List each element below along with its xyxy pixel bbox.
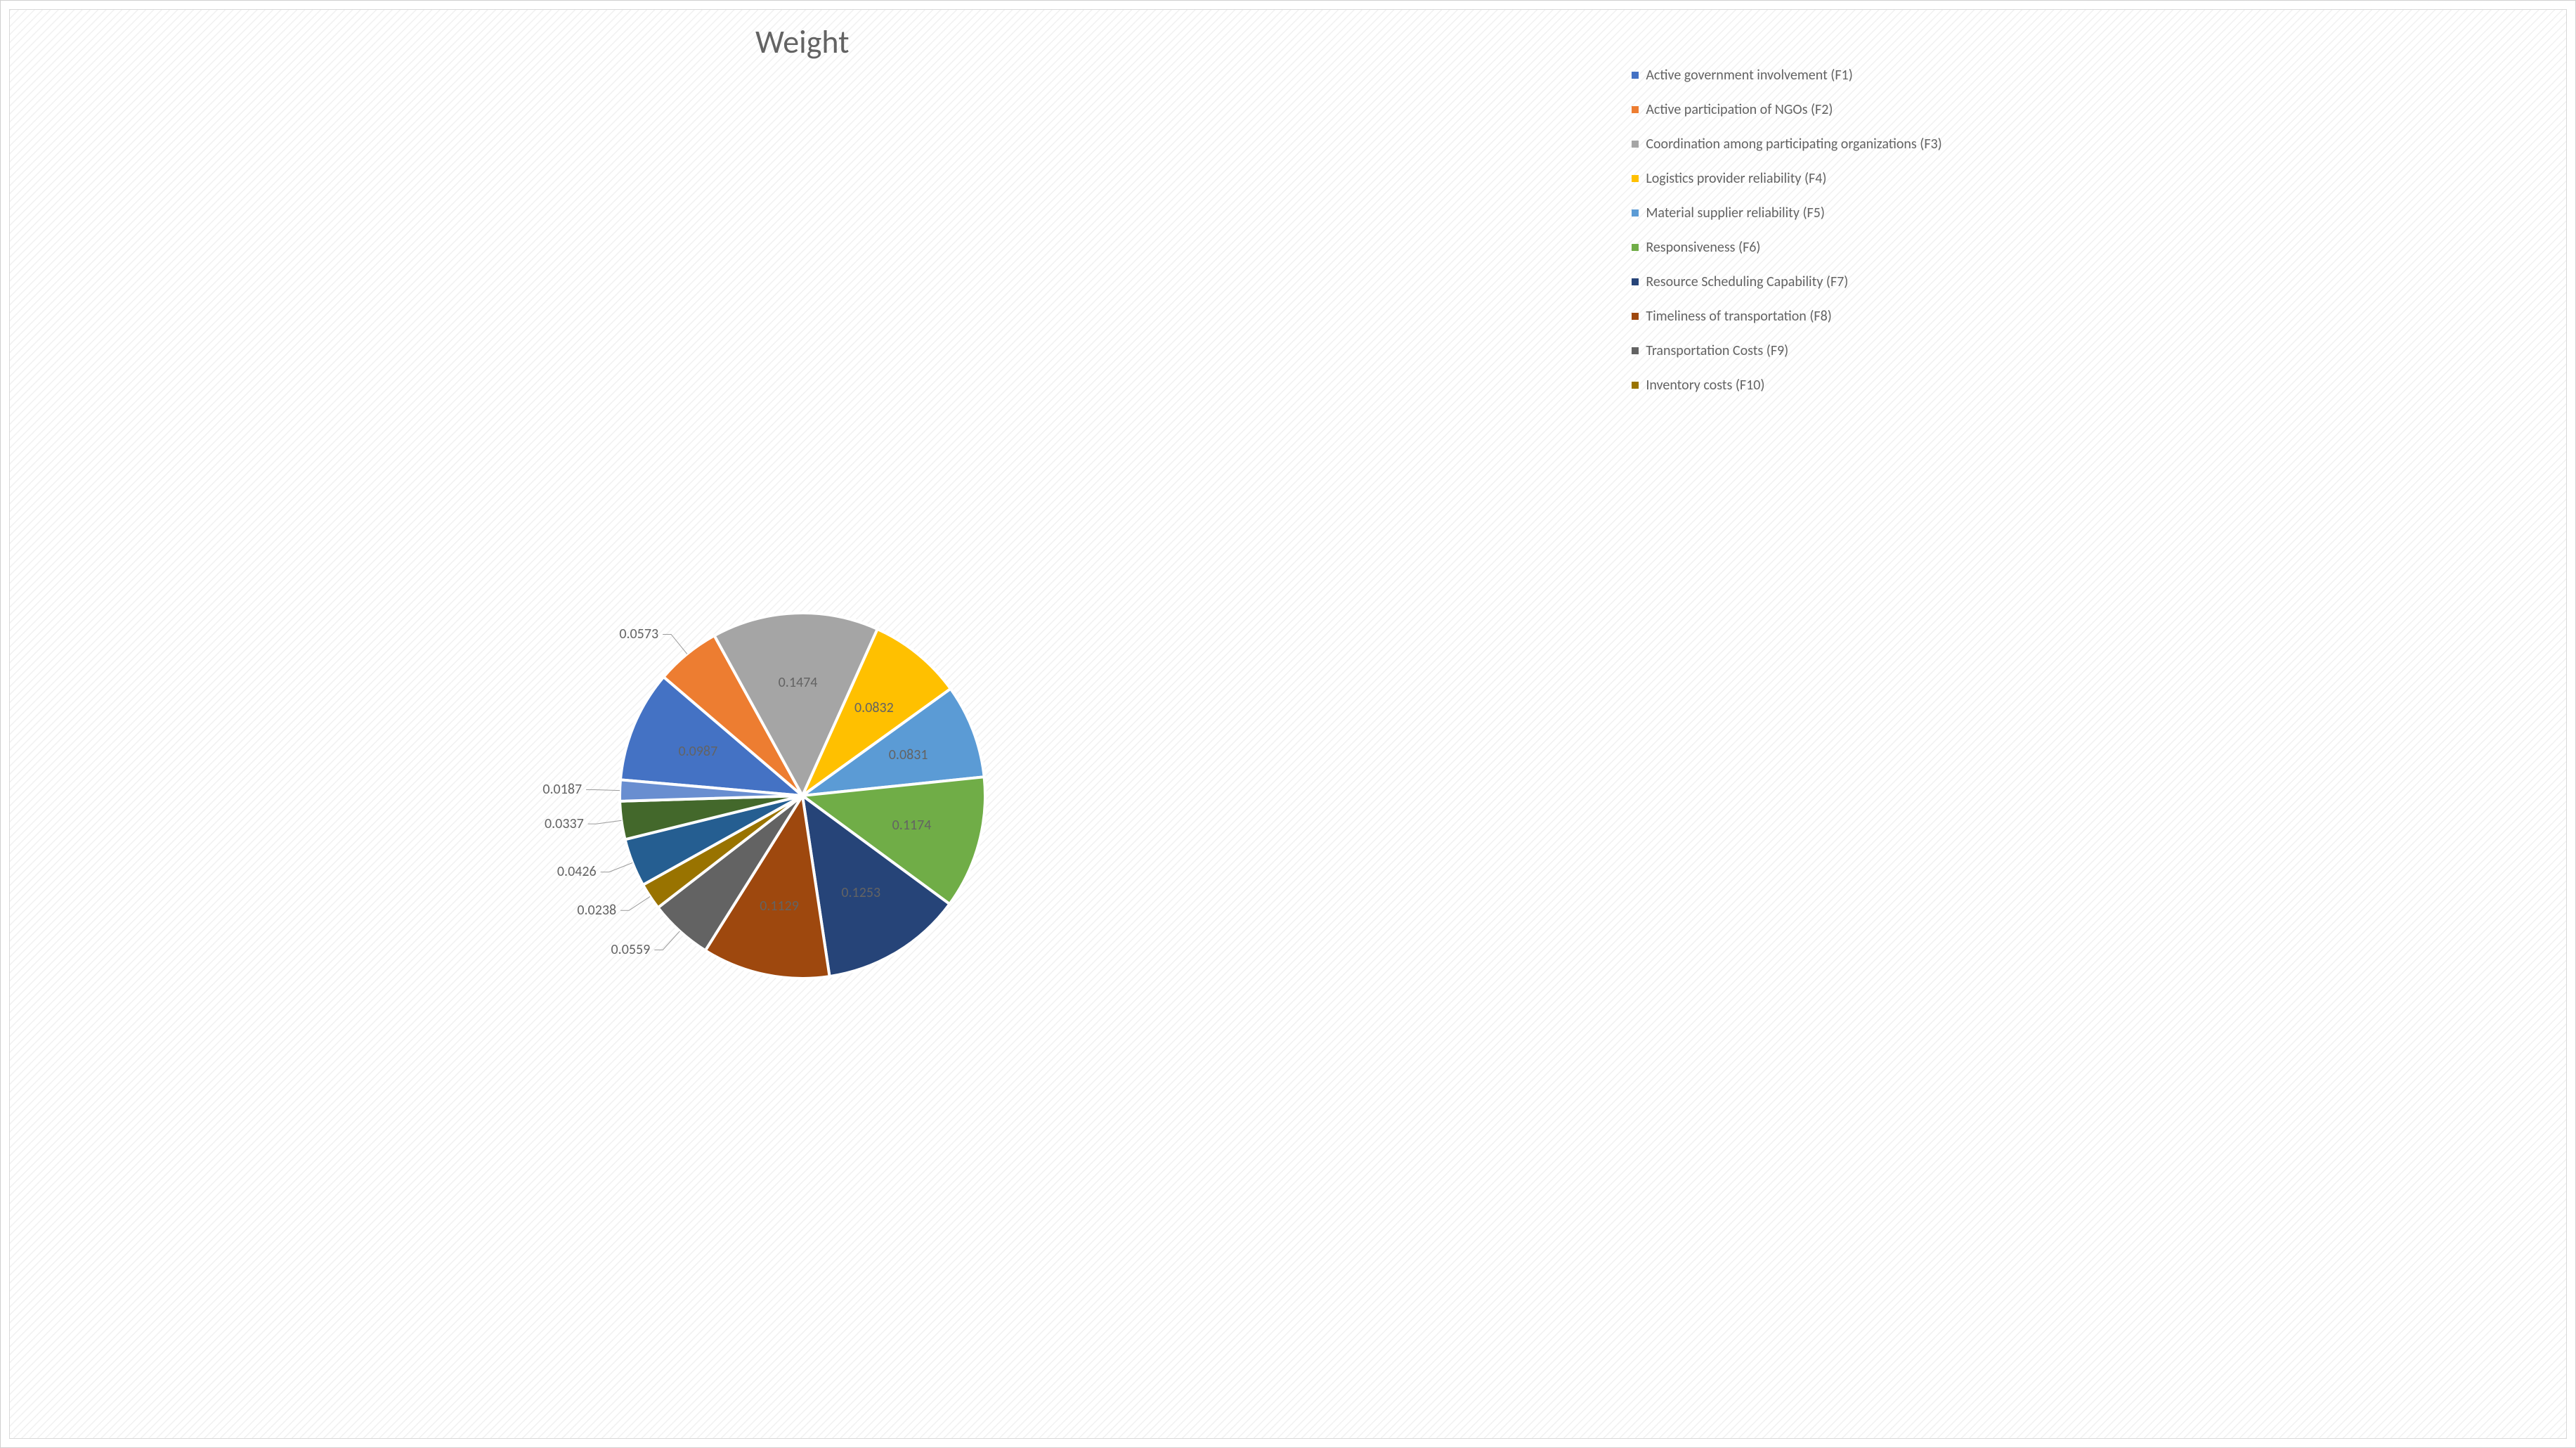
legend-swatch xyxy=(1632,72,1639,79)
legend-label: Coordination among participating organiz… xyxy=(1646,135,1941,154)
legend-item: Active participation of NGOs (F2) xyxy=(1632,101,2552,119)
legend-label: Transportation Costs (F9) xyxy=(1646,342,1788,361)
legend-label: Timeliness of transportation (F8) xyxy=(1646,307,1831,326)
legend-item: Transportation Costs (F9) xyxy=(1632,342,2552,361)
data-label: 0.0573 xyxy=(619,626,658,642)
pie-chart xyxy=(507,500,1098,1091)
legend-item: Active government involvement (F1) xyxy=(1632,66,2552,85)
data-label: 0.1174 xyxy=(892,817,932,834)
legend-item: Resource Scheduling Capability (F7) xyxy=(1632,273,2552,292)
leader-line xyxy=(654,931,679,950)
legend-item: Logistics provider reliability (F4) xyxy=(1632,169,2552,188)
data-label: 0.1129 xyxy=(760,898,799,914)
data-label: 0.0831 xyxy=(889,746,928,763)
legend-item: Responsiveness (F6) xyxy=(1632,238,2552,257)
leader-line xyxy=(620,896,650,910)
legend-swatch xyxy=(1632,209,1639,216)
chart-frame: Weight 0.09870.05730.14740.08320.08310.1… xyxy=(0,0,2576,1448)
data-label: 0.0187 xyxy=(542,781,582,798)
data-label: 0.0559 xyxy=(611,941,651,958)
legend-item: Inventory costs (F10) xyxy=(1632,376,2552,395)
data-label: 0.1253 xyxy=(841,884,880,901)
legend-swatch xyxy=(1632,382,1639,389)
data-label: 0.0337 xyxy=(545,815,584,832)
leader-line xyxy=(663,634,687,654)
legend-label: Active government involvement (F1) xyxy=(1646,66,1852,85)
leader-line xyxy=(586,789,620,790)
leader-line xyxy=(600,862,632,872)
data-label: 0.0987 xyxy=(678,743,717,760)
legend-label: Resource Scheduling Capability (F7) xyxy=(1646,273,1848,292)
legend: Active government involvement (F1) Active… xyxy=(1632,66,2552,395)
pie-container: 0.0987 0.0573 0.1474 0.0832 0.0831 0.1174 0.12… xyxy=(10,10,1595,1438)
legend-swatch xyxy=(1632,106,1639,113)
plot-area: Weight 0.09870.05730.14740.08320.08310.1… xyxy=(9,9,2567,1439)
legend-item: Coordination among participating organiz… xyxy=(1632,135,2552,154)
data-label: 0.1474 xyxy=(779,674,818,691)
legend-swatch xyxy=(1632,141,1639,148)
legend-swatch xyxy=(1632,175,1639,182)
legend-swatch xyxy=(1632,278,1639,285)
legend-label: Logistics provider reliability (F4) xyxy=(1646,169,1826,188)
legend-swatch xyxy=(1632,313,1639,320)
legend-label: Active participation of NGOs (F2) xyxy=(1646,101,1833,119)
data-label: 0.0426 xyxy=(557,863,597,880)
data-label: 0.0238 xyxy=(577,902,616,919)
legend-label: Material supplier reliability (F5) xyxy=(1646,204,1825,223)
legend-label: Responsiveness (F6) xyxy=(1646,238,1760,257)
leader-line xyxy=(588,820,622,824)
legend-item: Material supplier reliability (F5) xyxy=(1632,204,2552,223)
legend-swatch xyxy=(1632,347,1639,354)
data-label: 0.0832 xyxy=(854,699,894,716)
legend-label: Inventory costs (F10) xyxy=(1646,376,1764,395)
legend-swatch xyxy=(1632,244,1639,251)
legend-item: Timeliness of transportation (F8) xyxy=(1632,307,2552,326)
